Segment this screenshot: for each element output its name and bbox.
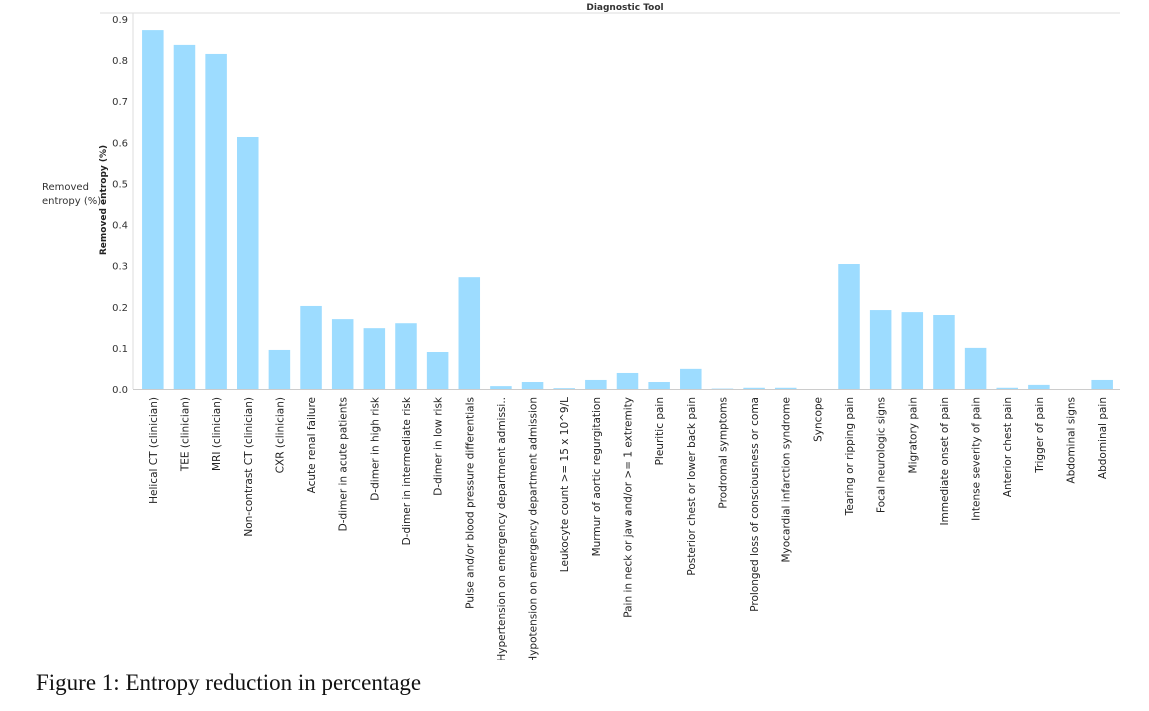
bar-chart: Diagnostic Tool Removed entropy (%) 0.0 0… xyxy=(99,3,1120,660)
bar xyxy=(648,382,670,389)
y-tick-label: 0.5 xyxy=(112,179,128,190)
bar xyxy=(490,386,512,389)
x-tick-label: Hypertension on emergency department adm… xyxy=(496,397,508,660)
x-tick-label: Prolonged loss of consciousness or coma xyxy=(749,397,761,612)
bar xyxy=(869,310,892,389)
x-tick-label: Helical CT (clinician) xyxy=(148,397,160,504)
bar xyxy=(521,382,544,389)
chart-title: Diagnostic Tool xyxy=(586,3,663,13)
x-tick-label: Syncope xyxy=(812,397,824,442)
bar xyxy=(331,319,354,389)
bar xyxy=(363,328,386,389)
bar xyxy=(616,372,639,389)
bar xyxy=(585,379,607,389)
bar xyxy=(205,53,227,389)
y-tick-label: 0.0 xyxy=(112,385,128,396)
bar xyxy=(142,30,164,389)
y-tick-label: 0.6 xyxy=(112,138,128,149)
bar xyxy=(774,387,797,389)
bar xyxy=(680,368,702,389)
x-tick-label: Hypotension on emergency department admi… xyxy=(528,397,540,660)
y-tick-label: 0.3 xyxy=(112,262,128,273)
x-tick-label: Immediate onset of pain xyxy=(939,397,951,526)
x-tick-label: Posterior chest or lower back pain xyxy=(686,397,698,576)
x-tick-label: Myocardial infarction syndrome xyxy=(781,397,793,563)
x-tick-label: Trigger of pain xyxy=(1034,397,1046,474)
x-tick-label: D-dimer in intermediate risk xyxy=(401,396,413,545)
bar xyxy=(236,136,259,389)
x-tick-label: TEE (clinician) xyxy=(179,397,191,472)
legend-label: Removed entropy (%) xyxy=(42,182,102,207)
x-tick-label: Abdominal pain xyxy=(1097,397,1109,479)
y-tick-label: 0.2 xyxy=(112,303,128,314)
bar xyxy=(901,312,924,389)
bar xyxy=(300,305,322,389)
bar xyxy=(743,387,765,389)
x-tick-label: CXR (clinician) xyxy=(274,397,286,473)
x-tick-label: Non-contrast CT (clinician) xyxy=(243,397,255,537)
x-tick-label: Anterior chest pain xyxy=(1002,397,1014,497)
bar xyxy=(1091,379,1113,389)
y-tick-label: 0.7 xyxy=(112,97,128,108)
bar xyxy=(173,44,196,390)
x-tick-label: Tearing or ripping pain xyxy=(844,397,856,516)
x-tick-label: Prodromal symptoms xyxy=(717,397,729,509)
x-tick-label: Leukocyte count >= 15 x 10^9/L xyxy=(559,397,571,572)
figure-caption: Figure 1: Entropy reduction in percentag… xyxy=(36,670,422,695)
x-tick-label: MRI (clinician) xyxy=(211,397,223,471)
x-tick-label: D-dimer in acute patients xyxy=(338,397,350,531)
x-tick-label: Pulse and/or blood pressure differential… xyxy=(464,397,476,609)
bar xyxy=(458,277,481,389)
bar xyxy=(964,347,987,389)
x-tick-label: Abdominal signs xyxy=(1066,397,1078,484)
x-tick-label: D-dimer in high risk xyxy=(369,396,381,501)
x-tick-label: Acute renal failure xyxy=(306,397,318,493)
x-tick-label: Intense severity of pain xyxy=(971,397,983,521)
y-tick-label: 0.8 xyxy=(112,56,128,67)
y-tick-label: 0.4 xyxy=(112,221,128,232)
x-tick-label: Focal neurologic signs xyxy=(876,397,888,513)
y-tick-label: 0.1 xyxy=(112,344,128,355)
bar xyxy=(426,352,449,389)
x-tick-label: Pleuritic pain xyxy=(654,397,666,465)
x-tick-label: Murmur of aortic regurgitation xyxy=(591,397,603,556)
x-tick-label: Migratory pain xyxy=(907,397,919,473)
bar xyxy=(1028,384,1050,389)
bar xyxy=(838,264,860,389)
y-tick-label: 0.9 xyxy=(112,15,128,26)
bar xyxy=(395,323,417,389)
x-tick-label: Pain in neck or jaw and/or >= 1 extremit… xyxy=(623,397,635,618)
x-tick-label: D-dimer in low risk xyxy=(433,396,445,496)
bar xyxy=(996,387,1019,389)
bar xyxy=(268,349,291,389)
y-axis-label: Removed entropy (%) xyxy=(99,145,109,255)
bar xyxy=(933,315,955,389)
bar xyxy=(553,388,575,389)
